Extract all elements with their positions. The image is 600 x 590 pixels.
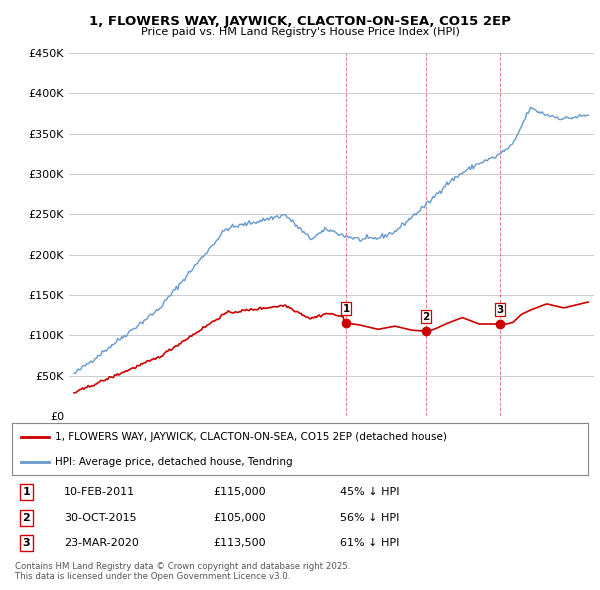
Text: 23-MAR-2020: 23-MAR-2020 [64, 538, 139, 548]
Text: £105,000: £105,000 [214, 513, 266, 523]
Text: Price paid vs. HM Land Registry's House Price Index (HPI): Price paid vs. HM Land Registry's House … [140, 27, 460, 37]
Text: 30-OCT-2015: 30-OCT-2015 [64, 513, 136, 523]
Text: Contains HM Land Registry data © Crown copyright and database right 2025.
This d: Contains HM Land Registry data © Crown c… [15, 562, 350, 581]
Text: HPI: Average price, detached house, Tendring: HPI: Average price, detached house, Tend… [55, 457, 293, 467]
Text: 10-FEB-2011: 10-FEB-2011 [64, 487, 135, 497]
Text: 2: 2 [23, 513, 30, 523]
Text: 3: 3 [23, 538, 30, 548]
Text: 1, FLOWERS WAY, JAYWICK, CLACTON-ON-SEA, CO15 2EP (detached house): 1, FLOWERS WAY, JAYWICK, CLACTON-ON-SEA,… [55, 432, 447, 442]
Text: 61% ↓ HPI: 61% ↓ HPI [340, 538, 400, 548]
Text: £113,500: £113,500 [214, 538, 266, 548]
Text: 45% ↓ HPI: 45% ↓ HPI [340, 487, 400, 497]
Text: 3: 3 [496, 305, 503, 314]
Text: 1: 1 [343, 303, 350, 313]
Text: £115,000: £115,000 [214, 487, 266, 497]
Text: 2: 2 [422, 312, 430, 322]
Text: 56% ↓ HPI: 56% ↓ HPI [340, 513, 400, 523]
Text: 1, FLOWERS WAY, JAYWICK, CLACTON-ON-SEA, CO15 2EP: 1, FLOWERS WAY, JAYWICK, CLACTON-ON-SEA,… [89, 15, 511, 28]
Text: 1: 1 [23, 487, 30, 497]
